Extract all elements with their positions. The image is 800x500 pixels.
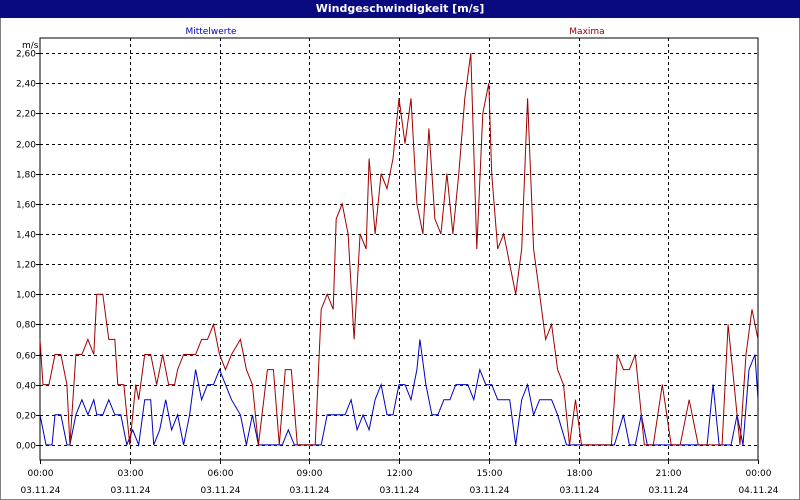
x-tick-date-label: 03.11.24 (200, 486, 240, 496)
y-tick-label: 0,00 (16, 442, 36, 452)
chart-title-bar: Windgeschwindigkeit [m/s] (0, 0, 800, 18)
y-axis: 0,00 0,20 0,40 0,60 0,80 1,00 1,20 1,40 1,60 1,80… (16, 50, 40, 452)
y-tick-label: 1,80 (16, 171, 36, 181)
y-tick-label: 1,20 (16, 261, 36, 271)
legend-mean: Mittelwerte (185, 27, 236, 37)
y-tick-label: 1,40 (16, 231, 36, 241)
x-tick-time-label: 21:00 (656, 469, 682, 479)
x-tick-time-label: 06:00 (208, 469, 234, 479)
series-line-mean (39, 339, 759, 447)
y-tick-label: 0,20 (16, 412, 36, 422)
x-tick-time-label: 12:00 (387, 469, 413, 479)
y-tick-label: 2,20 (16, 110, 36, 120)
y-axis-label: m/s (22, 41, 39, 51)
x-tick-date-label: 03.11.24 (289, 486, 329, 496)
legend-max: Maxima (569, 27, 604, 37)
chart-title: Windgeschwindigkeit [m/s] (315, 2, 485, 15)
x-tick-date-label: 04.11.24 (738, 486, 778, 496)
x-tick-time-label: 18:00 (567, 469, 593, 479)
y-tick-label: 2,00 (16, 141, 36, 151)
x-tick-date-label: 03.11.24 (20, 486, 60, 496)
legend: Mittelwerte Maxima (185, 27, 604, 37)
y-tick-label: 0,40 (16, 382, 36, 392)
x-tick-time-label: 15:00 (477, 469, 503, 479)
x-tick-time-label: 03:00 (118, 469, 144, 479)
x-tick-date-label: 03.11.24 (469, 486, 509, 496)
x-axis: 00:00 03.11.24 03:00 03.11.24 06:00 03.11.24 0… (20, 460, 779, 496)
x-tick-date-label: 03.11.24 (110, 486, 150, 496)
x-tick-date-label: 03.11.24 (648, 486, 688, 496)
y-tick-label: 0,80 (16, 321, 36, 331)
x-tick-date-label: 03.11.24 (379, 486, 419, 496)
series-line-max (39, 53, 759, 446)
x-tick-time-label: 09:00 (297, 469, 323, 479)
y-tick-label: 0,60 (16, 352, 36, 362)
y-tick-label: 1,60 (16, 201, 36, 211)
y-tick-label: 1,00 (16, 291, 36, 301)
y-tick-label: 2,60 (16, 50, 36, 60)
y-tick-label: 2,40 (16, 80, 36, 90)
x-tick-time-label: 00:00 (746, 469, 772, 479)
x-tick-date-label: 03.11.24 (559, 486, 599, 496)
series (39, 53, 759, 447)
x-tick-time-label: 00:00 (28, 469, 54, 479)
